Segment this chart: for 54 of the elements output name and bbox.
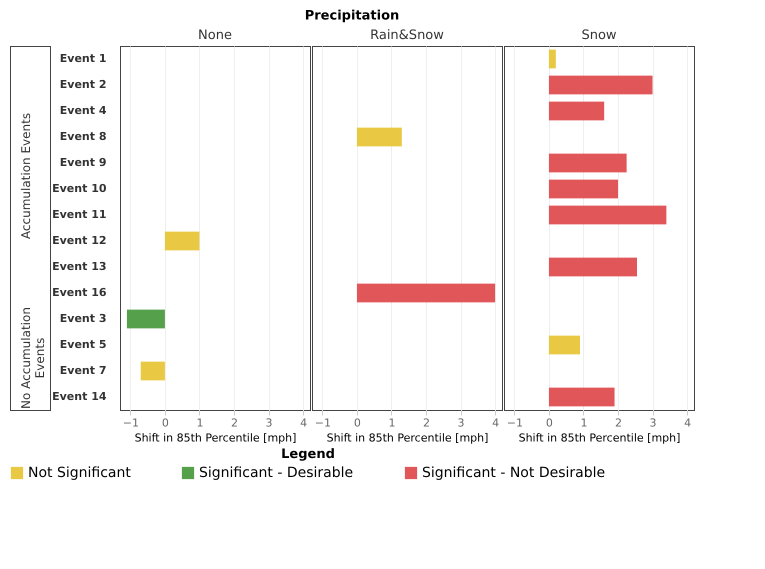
x-tick-label: −1 <box>122 416 139 430</box>
bar <box>548 76 653 94</box>
chart-title: Snow <box>581 28 617 43</box>
x-axis-title: Shift in 85th Percentile [mph] <box>134 432 296 444</box>
x-tick-label: 2 <box>615 416 622 430</box>
legend-label: Significant - Desirable <box>199 465 354 481</box>
bar <box>548 206 666 224</box>
x-tick-label: 4 <box>684 416 692 430</box>
bar <box>548 102 604 120</box>
bar <box>548 388 615 406</box>
x-tick-label: 3 <box>458 416 465 430</box>
y-tick-label: Event 10 <box>52 182 107 195</box>
x-tick-label: 0 <box>162 416 169 430</box>
x-tick-label: −1 <box>314 416 331 430</box>
y-tick-label: Event 11 <box>52 208 106 221</box>
bar <box>548 50 556 68</box>
x-tick-label: 4 <box>492 416 500 430</box>
y-tick-label: Event 2 <box>60 78 106 91</box>
y-tick-label: Event 14 <box>52 390 107 403</box>
x-tick-label: −1 <box>506 416 523 430</box>
x-tick-label: 1 <box>580 416 588 430</box>
y-tick-label: Event 4 <box>60 104 107 117</box>
text: Precipitation <box>304 8 400 24</box>
chart-title: None <box>198 28 232 43</box>
x-tick-label: 1 <box>388 416 396 430</box>
y-tick-label: Event 7 <box>60 364 106 377</box>
x-tick-label: 0 <box>546 416 553 430</box>
x-tick-label: 2 <box>231 416 238 430</box>
x-axis-title: Shift in 85th Percentile [mph] <box>518 432 680 444</box>
bar <box>548 258 637 276</box>
y-tick-label: Event 8 <box>60 130 106 143</box>
legend-label: Significant - Not Desirable <box>422 465 606 481</box>
legend-title: Legend <box>281 447 335 462</box>
x-axis-title: Shift in 85th Percentile [mph] <box>326 432 488 444</box>
x-tick-label: 3 <box>266 416 273 430</box>
bar <box>548 336 580 354</box>
y-tick-label: Event 5 <box>60 338 106 351</box>
text: Accumulation Events <box>19 112 33 240</box>
x-tick-label: 2 <box>423 416 430 430</box>
y-tick-label: Event 13 <box>52 260 106 273</box>
bar <box>548 154 627 172</box>
x-tick-label: 1 <box>196 416 204 430</box>
x-tick-label: 4 <box>300 416 308 430</box>
chart-title: Rain&Snow <box>370 28 444 43</box>
y-tick-label: Event 3 <box>60 312 106 325</box>
x-tick-label: 0 <box>354 416 361 430</box>
y-tick-label: Event 9 <box>60 156 106 169</box>
y-tick-label: Event 12 <box>52 234 106 247</box>
bar <box>548 180 618 198</box>
text: No Accumulation Events <box>19 307 47 409</box>
y-tick-label: Event 16 <box>52 286 107 299</box>
legend-label: Not Significant <box>28 465 132 481</box>
x-tick-label: 3 <box>650 416 657 430</box>
y-tick-label: Event 1 <box>60 52 106 65</box>
